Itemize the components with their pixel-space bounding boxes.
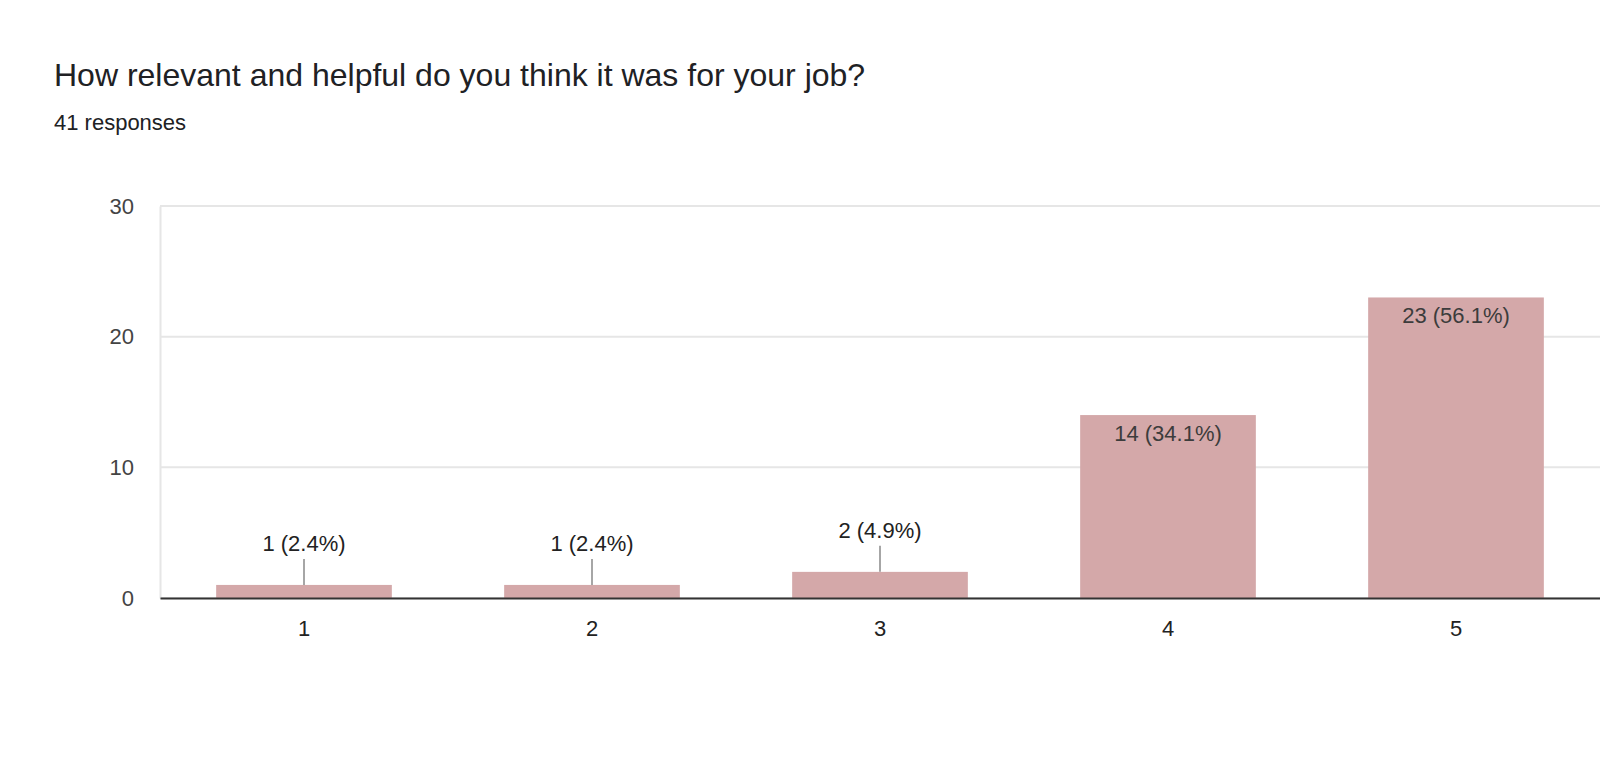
subtitle: 41 responses [54,110,186,135]
label-leader [879,546,881,572]
label-leader [303,559,305,585]
y-tick-label: 20 [110,324,134,349]
bar [792,572,968,598]
x-tick-label: 4 [1162,616,1174,641]
x-tick-label: 1 [298,616,310,641]
x-tick: 5 [1450,598,1462,641]
y-tick: 10 [110,455,160,480]
grid-line [160,205,1600,207]
grid [160,206,1600,598]
data-label: 1 (2.4%) [550,531,633,556]
y-tick-label: 0 [122,586,134,611]
data-label: 14 (34.1%) [1114,421,1222,446]
y-tick-label: 10 [110,455,134,480]
bar [1368,297,1544,598]
title: How relevant and helpful do you think it… [54,57,865,93]
y-axis-line [160,207,162,599]
bar [216,585,392,598]
y-tick: 30 [110,194,160,219]
data-label: 23 (56.1%) [1402,303,1510,328]
x-tick: 4 [1162,598,1174,641]
x-tick-label: 2 [586,616,598,641]
x-tick-label: 5 [1450,616,1462,641]
y-axis: 0 10 20 30 [110,194,161,611]
x-tick: 2 [586,598,598,641]
bar [1080,415,1256,598]
y-tick-label: 30 [110,194,134,219]
data-labels: 1 (2.4%) 1 (2.4%) 2 (4.9%) 14 (34.1%) 23 (56… [262,303,1509,584]
data-label: 2 (4.9%) [838,518,921,543]
x-axis: 1 2 3 4 5 [161,598,1600,641]
x-tick: 3 [874,598,886,641]
data-label: 1 (2.4%) [262,531,345,556]
y-tick: 0 [122,586,160,611]
chart: How relevant and helpful do you think it… [0,0,1600,761]
label-leader [591,559,593,585]
x-tick-label: 3 [874,616,886,641]
bar [504,585,680,598]
x-tick: 1 [298,598,310,641]
y-tick: 20 [110,324,160,349]
plot: 0 10 20 30 1 2 3 4 5 1 (2.4%) 1 (2.4%) 2 (4.9%) 14 (… [110,194,1600,641]
bars [216,297,1544,598]
x-axis-line [161,598,1600,600]
